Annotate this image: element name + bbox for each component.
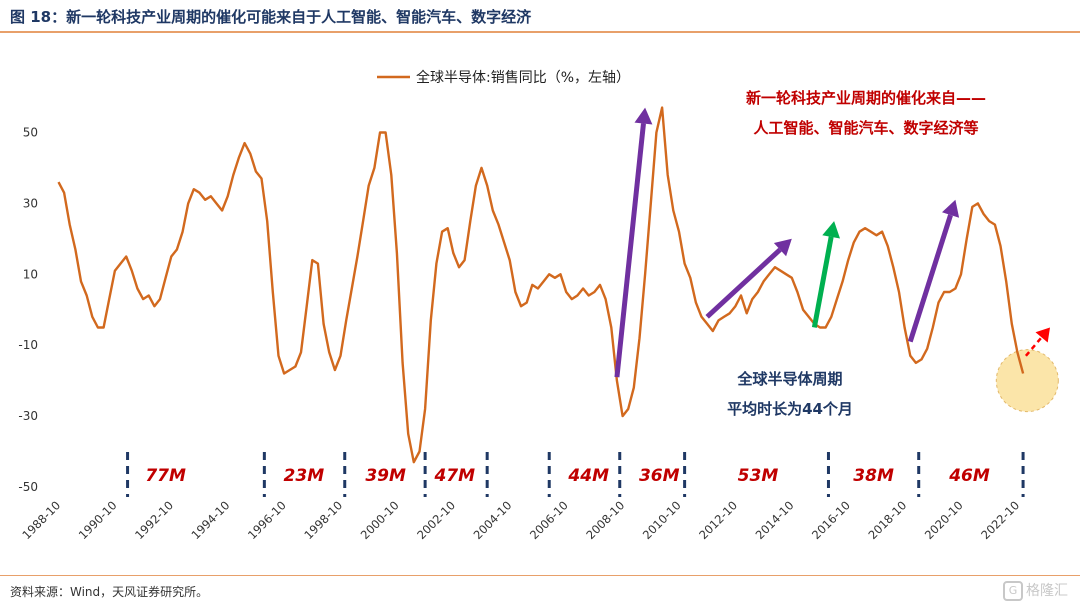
cycle-length-label: 44M: [567, 466, 609, 486]
x-tick-label: 2004-10: [471, 498, 515, 542]
x-tick-label: 2008-10: [583, 498, 627, 542]
x-tick-label: 2014-10: [753, 498, 797, 542]
y-tick-label: 30: [23, 196, 38, 210]
watermark: G 格隆汇: [1003, 580, 1068, 601]
cycle-length-label: 46M: [948, 466, 990, 486]
watermark-text: 格隆汇: [1026, 583, 1068, 599]
y-tick-label: 50: [23, 125, 38, 139]
trend-arrow-0: [614, 123, 646, 378]
cycle-length-label: 39M: [365, 466, 406, 486]
source-note: 资料来源：Wind，天风证券研究所。: [10, 585, 209, 599]
trend-arrow-head-2: [822, 221, 840, 239]
x-tick-label: 1988-10: [19, 498, 63, 542]
x-tick-label: 2010-10: [640, 498, 684, 542]
trend-arrow-head-3: [942, 199, 960, 218]
y-tick-label: -10: [18, 338, 38, 352]
annotation-catalyst-line2: 人工智能、智能汽车、数字经济等: [753, 119, 978, 137]
highlight-circle: [995, 349, 1059, 413]
x-tick-label: 2020-10: [922, 498, 966, 542]
line-chart: 全球半导体:销售同比（%，左轴） 新一轮科技产业周期的催化来自—— 人工智能、智…: [18, 69, 1059, 542]
x-tick-label: 2016-10: [809, 498, 853, 542]
x-tick-label: 1990-10: [76, 498, 120, 542]
x-tick-label: 2022-10: [978, 498, 1022, 542]
x-tick-label: 2006-10: [527, 498, 571, 542]
y-tick-label: 10: [23, 267, 38, 281]
annotation-catalyst-line1: 新一轮科技产业周期的催化来自——: [746, 89, 986, 107]
cycle-length-label: 23M: [284, 466, 325, 486]
figure-title: 图 18：新一轮科技产业周期的催化可能来自于人工智能、智能汽车、数字经济: [10, 8, 532, 26]
series-line-semiconductor-sales-yoy: [57, 106, 1025, 464]
cycle-length-label: 77M: [145, 466, 186, 486]
cycle-length-label: 36M: [639, 466, 680, 486]
y-tick-label: -50: [18, 480, 38, 494]
x-tick-label: 1998-10: [301, 498, 345, 542]
gelonghui-logo-icon: G: [1003, 581, 1023, 601]
trend-arrow-4: [1024, 336, 1043, 357]
x-tick-label: 2002-10: [414, 498, 458, 542]
trend-arrow-2: [811, 236, 834, 328]
annotation-cycle-line1: 全球半导体周期: [736, 370, 842, 388]
trend-arrow-head-4: [1035, 327, 1050, 343]
x-tick-label: 1994-10: [189, 498, 233, 542]
annotation-cycle-line2: 平均时长为44个月: [727, 400, 853, 418]
legend-label: 全球半导体:销售同比（%，左轴）: [416, 69, 630, 86]
cycle-length-label: 38M: [853, 466, 894, 486]
x-tick-label: 1996-10: [245, 498, 289, 542]
cycle-length-label: 53M: [738, 466, 779, 486]
trend-arrow-1: [705, 247, 782, 319]
source-rule: [0, 575, 1080, 576]
y-tick-label: -30: [18, 409, 38, 423]
x-tick-label: 2000-10: [358, 498, 402, 542]
trend-arrow-3: [907, 214, 953, 343]
title-rule: [0, 31, 1080, 33]
x-tick-label: 2012-10: [696, 498, 740, 542]
cycle-length-label: 47M: [433, 466, 475, 486]
trend-arrow-head-0: [634, 107, 653, 125]
x-tick-label: 2018-10: [865, 498, 909, 542]
trend-arrow-head-1: [773, 238, 792, 257]
x-tick-label: 1992-10: [132, 498, 176, 542]
